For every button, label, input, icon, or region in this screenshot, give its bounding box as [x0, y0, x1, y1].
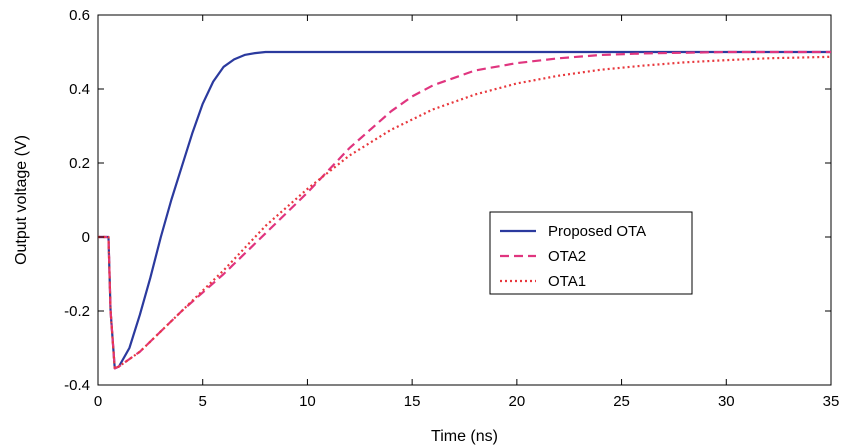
- y-tick-label: -0.4: [64, 377, 90, 394]
- y-tick-label: 0.4: [69, 81, 90, 98]
- x-axis-label: Time (ns): [431, 428, 498, 445]
- plot-frame: [97, 14, 832, 386]
- x-tick-label: 25: [613, 393, 630, 410]
- y-tick-label: -0.2: [64, 303, 90, 320]
- legend: Proposed OTA OTA2 OTA1: [489, 211, 693, 295]
- x-tick-label: 10: [299, 393, 316, 410]
- y-tick-label: 0: [82, 229, 90, 246]
- y-tick-label: 0.2: [69, 155, 90, 172]
- legend-box: [489, 211, 693, 295]
- legend-label: Proposed OTA: [548, 223, 646, 240]
- x-tick-label: 15: [404, 393, 421, 410]
- y-tick-label: 0.6: [69, 7, 90, 24]
- x-tick-label: 30: [718, 393, 735, 410]
- series-line-proposed-ota: [98, 50, 831, 370]
- x-tick-label: 20: [509, 393, 526, 410]
- x-tick-label: 35: [823, 393, 840, 410]
- x-tick-label: 5: [199, 393, 207, 410]
- x-tick-label: 0: [94, 393, 102, 410]
- legend-label: OTA2: [548, 248, 586, 265]
- series-layer: [98, 50, 832, 370]
- legend-label: OTA1: [548, 273, 586, 290]
- y-axis-label: Output voltage (V): [13, 135, 30, 265]
- tick-layer: 0 5 10 15 20 25 30 35 -0.4 -0.2 0 0.2 0.4 0.6: [64, 7, 839, 410]
- series-line-ota1: [98, 55, 832, 370]
